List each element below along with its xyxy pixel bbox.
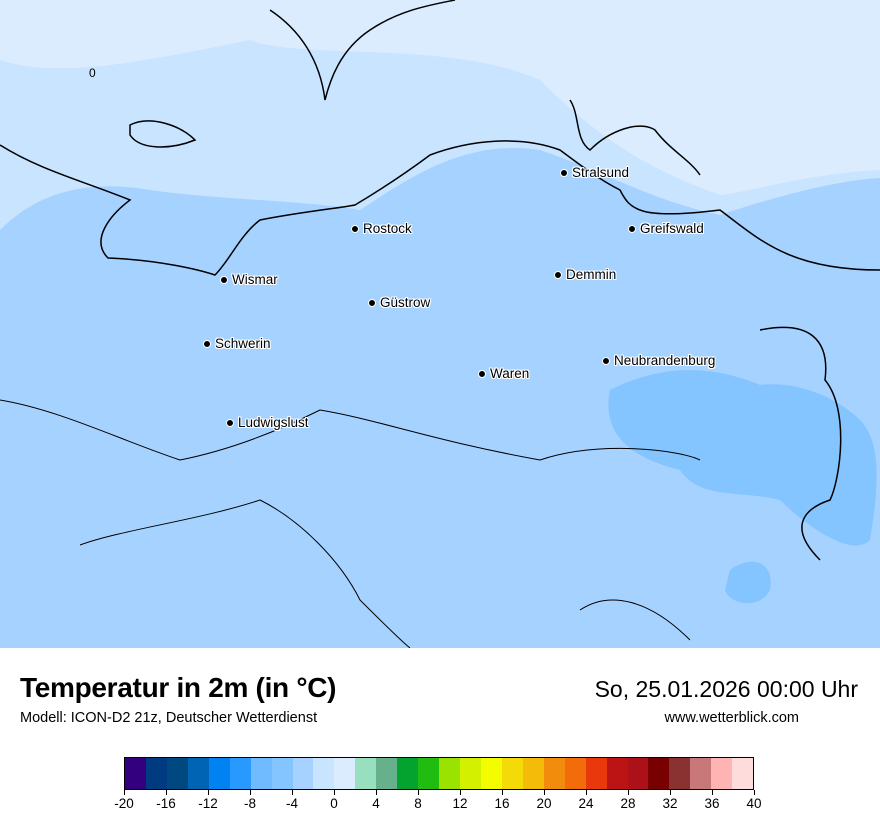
legend-swatch <box>208 758 230 789</box>
legend-swatch <box>543 758 565 789</box>
legend-tick-label: 16 <box>494 796 510 811</box>
legend-swatch <box>376 758 398 789</box>
warm-patch <box>725 561 771 604</box>
city-greifswald: Greifswald <box>628 221 704 236</box>
borders <box>0 399 701 649</box>
legend-swatch <box>732 758 754 789</box>
legend-ticks: -20 -16 -12 -8 -4 0 4 8 12 16 20 24 28 32 36 40 <box>114 790 762 820</box>
color-legend <box>124 757 754 790</box>
legend-swatch <box>125 758 146 789</box>
city-waren: Waren <box>478 366 529 381</box>
legend-tick-label: 36 <box>704 796 720 811</box>
legend-tick-label: -12 <box>198 796 218 811</box>
legend-tick-label: -8 <box>243 796 257 811</box>
legend-tick-label: 8 <box>414 796 422 811</box>
city-dot <box>554 271 562 280</box>
legend-swatch <box>669 758 691 789</box>
legend-tick <box>291 790 293 795</box>
city-dot <box>368 299 376 308</box>
legend-tick-label: 28 <box>620 796 636 811</box>
legend-tick <box>753 790 755 795</box>
legend-tick <box>417 790 419 795</box>
legend-swatch <box>711 758 733 789</box>
legend-swatch <box>229 758 251 789</box>
legend-swatch <box>334 758 356 789</box>
legend-swatch <box>480 758 502 789</box>
city-demmin: Demmin <box>554 267 616 282</box>
legend-tick-label: 0 <box>330 796 338 811</box>
legend-tick <box>669 790 671 795</box>
legend-swatch <box>250 758 272 789</box>
website-link[interactable]: www.wetterblick.com <box>664 710 799 726</box>
legend-swatch <box>313 758 335 789</box>
legend-swatch <box>397 758 419 789</box>
legend-tick <box>123 790 125 795</box>
city-stralsund: Stralsund <box>560 165 629 180</box>
legend-swatch <box>187 758 209 789</box>
legend-tick <box>711 790 713 795</box>
map-canvas <box>0 0 880 649</box>
legend-tick-label: 12 <box>452 796 468 811</box>
legend-tick-label: 20 <box>536 796 552 811</box>
city-dot <box>220 276 228 285</box>
city-rostock: Rostock <box>351 221 412 236</box>
city-dot <box>478 370 486 379</box>
legend-swatch <box>418 758 440 789</box>
legend-swatch <box>439 758 460 789</box>
model-info: Modell: ICON-D2 21z, Deutscher Wetterdie… <box>20 710 318 726</box>
legend-tick <box>207 790 209 795</box>
legend-tick <box>333 790 335 795</box>
city-dot <box>628 225 636 234</box>
legend-swatch <box>292 758 314 789</box>
legend-tick-label: 24 <box>578 796 594 811</box>
temperature-map: 0 Stralsund Rostock Greifswald Wismar De… <box>0 0 880 649</box>
legend-swatch <box>585 758 607 789</box>
legend-swatch <box>460 758 481 789</box>
city-dot <box>602 357 610 366</box>
legend-tick <box>459 790 461 795</box>
city-dot <box>351 225 359 234</box>
legend-swatch <box>166 758 188 789</box>
legend-tick <box>165 790 167 795</box>
legend-tick-label: 4 <box>372 796 380 811</box>
city-ludwigslust: Ludwigslust <box>226 415 309 430</box>
legend-tick <box>501 790 503 795</box>
legend-swatch <box>271 758 293 789</box>
contour-label: 0 <box>89 66 96 80</box>
map-title: Temperatur in 2m (in °C) <box>20 672 337 703</box>
legend-tick-label: 32 <box>662 796 678 811</box>
base-zone <box>0 148 880 649</box>
legend-swatch <box>355 758 377 789</box>
legend-swatch <box>690 758 712 789</box>
legend-swatch <box>145 758 167 789</box>
city-wismar: Wismar <box>220 272 278 287</box>
coldest-zone <box>0 0 880 195</box>
city-dot <box>226 419 234 428</box>
coastline <box>0 0 880 561</box>
legend-tick <box>249 790 251 795</box>
legend-tick <box>585 790 587 795</box>
city-dot <box>203 340 211 349</box>
city-schwerin: Schwerin <box>203 336 271 351</box>
legend-tick-label: 40 <box>746 796 762 811</box>
legend-tick-label: -16 <box>156 796 176 811</box>
legend-swatch <box>606 758 628 789</box>
legend-tick <box>543 790 545 795</box>
legend-swatch <box>564 758 586 789</box>
legend-tick-label: -4 <box>285 796 299 811</box>
city-guestrow: Güstrow <box>368 295 430 310</box>
legend-swatch <box>627 758 649 789</box>
legend-tick <box>627 790 629 795</box>
legend-swatch <box>648 758 670 789</box>
legend-swatch <box>522 758 544 789</box>
warm-patch <box>608 370 877 546</box>
legend-swatch <box>501 758 523 789</box>
forecast-datetime: So, 25.01.2026 00:00 Uhr <box>594 676 858 702</box>
legend-tick <box>375 790 377 795</box>
legend-tick-label: -20 <box>114 796 134 811</box>
city-dot <box>560 169 568 178</box>
city-neubrandenburg: Neubrandenburg <box>602 353 715 368</box>
